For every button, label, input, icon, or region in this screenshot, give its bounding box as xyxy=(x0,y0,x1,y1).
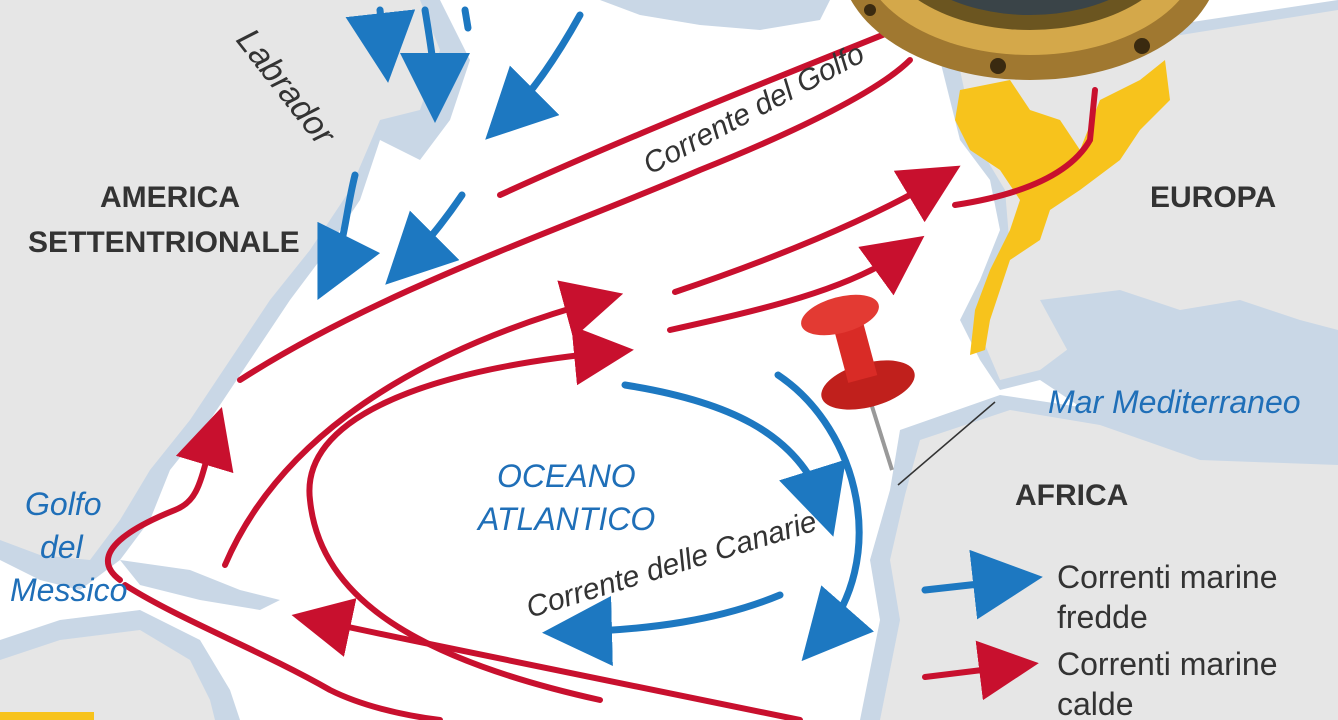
gulf-loop xyxy=(122,582,443,720)
labrador-current-5 xyxy=(317,171,381,301)
warm-loop-inner xyxy=(306,325,634,703)
label-atlantico: ATLANTICO xyxy=(476,501,655,537)
labrador-current-1 xyxy=(345,6,416,83)
canary-current-outer xyxy=(774,371,874,662)
label-del: del xyxy=(40,529,84,565)
warm-currents xyxy=(104,17,1098,720)
label-golfo: Golfo xyxy=(25,486,101,522)
callout-line xyxy=(897,401,996,486)
labrador-current-6 xyxy=(385,191,466,285)
gulf-stream-main xyxy=(237,57,913,383)
legend-swatch-yellow xyxy=(0,712,94,720)
labrador-current-4 xyxy=(485,11,584,140)
warm-branch-1 xyxy=(672,165,961,295)
legend-warm-line2: calde xyxy=(1057,686,1134,720)
labrador-current-3 xyxy=(461,6,472,32)
legend-warm-line1: Correnti marine xyxy=(1057,646,1278,682)
label-oceano: OCEANO xyxy=(497,458,636,494)
highlighted-coast xyxy=(955,60,1170,355)
cold-currents xyxy=(317,6,1043,666)
caribbean-current xyxy=(104,407,234,583)
labrador-current-2 xyxy=(399,6,470,123)
legend-warm-arrow xyxy=(922,640,1039,701)
canary-current-inner xyxy=(621,381,846,537)
label-settentrionale: SETTENTRIONALE xyxy=(28,226,300,259)
label-messico: Messico xyxy=(10,572,127,608)
north-equatorial xyxy=(291,598,803,720)
north-america-landmass xyxy=(0,0,470,720)
porthole-icon xyxy=(850,0,1210,80)
label-africa: AFRICA xyxy=(1015,479,1128,512)
warm-loop-outer xyxy=(222,280,624,568)
gulf-stream-north xyxy=(497,17,923,198)
label-mar-mediterraneo: Mar Mediterraneo xyxy=(1048,384,1301,420)
legend-cold-arrow xyxy=(921,549,1043,620)
label-europa: EUROPA xyxy=(1150,181,1276,214)
pushpin-icon xyxy=(801,294,915,471)
greenland-landmass xyxy=(600,0,830,30)
legend: Correnti marine fredde Correnti marine c… xyxy=(1057,559,1278,720)
legend-cold-line1: Correnti marine xyxy=(1057,559,1278,595)
warm-branch-2 xyxy=(667,235,925,333)
label-america: AMERICA xyxy=(100,181,240,214)
canary-return xyxy=(542,591,784,666)
warm-branch-3 xyxy=(952,87,1098,208)
legend-cold-line2: fredde xyxy=(1057,599,1148,635)
